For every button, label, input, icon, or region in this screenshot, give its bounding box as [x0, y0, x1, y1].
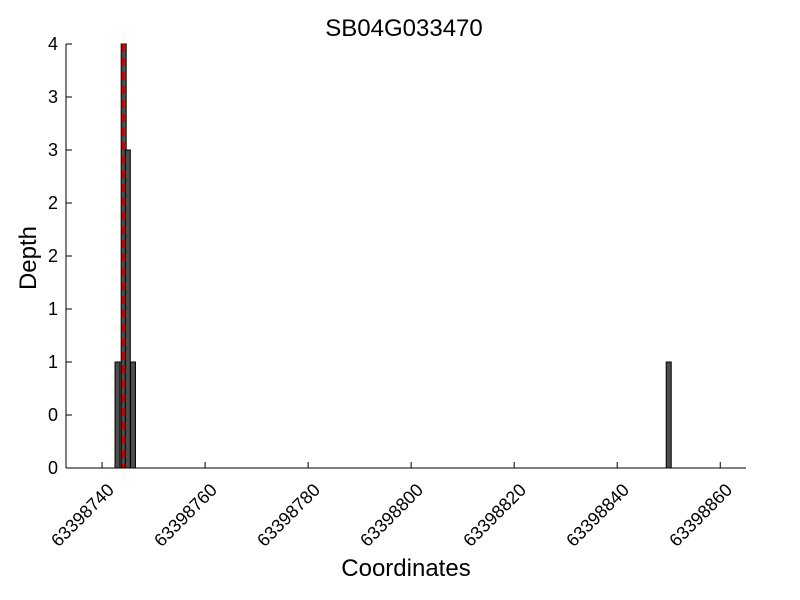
x-ticks-group: 63398740 63398760 63398780 63398800 63398820…	[47, 462, 736, 551]
y-tick-label-2: 1	[48, 352, 58, 372]
bar-0	[114, 361, 121, 469]
y-tick-label-0: 0	[48, 458, 58, 478]
x-tick-label-0: 63398740	[47, 480, 118, 551]
y-tick-label-5: 2	[48, 193, 58, 213]
x-tick-label-6: 63398860	[665, 480, 736, 551]
bars-group	[114, 43, 672, 469]
y-axis-label: Depth	[15, 226, 42, 290]
y-tick-label-7: 3	[48, 87, 58, 107]
y-ticks-group: 0 0 1 1 2 2 3 3 4	[48, 34, 72, 478]
y-tick-label-1: 0	[48, 405, 58, 425]
x-tick-label-4: 63398820	[459, 480, 530, 551]
y-tick-label-8: 4	[48, 34, 58, 54]
bar-3	[129, 361, 136, 469]
y-tick-label-6: 3	[48, 140, 58, 160]
x-tick-label-2: 63398780	[253, 480, 324, 551]
y-tick-label-3: 1	[48, 299, 58, 319]
y-tick-label-4: 2	[48, 246, 58, 266]
bar-4	[665, 361, 672, 469]
chart-title: SB04G033470	[325, 15, 482, 42]
x-tick-label-3: 63398800	[356, 480, 427, 551]
x-axis-label: Coordinates	[341, 555, 470, 582]
x-tick-label-1: 63398760	[150, 480, 221, 551]
bar-2	[124, 149, 131, 469]
plot-area	[65, 43, 746, 469]
x-tick-label-5: 63398840	[562, 480, 633, 551]
